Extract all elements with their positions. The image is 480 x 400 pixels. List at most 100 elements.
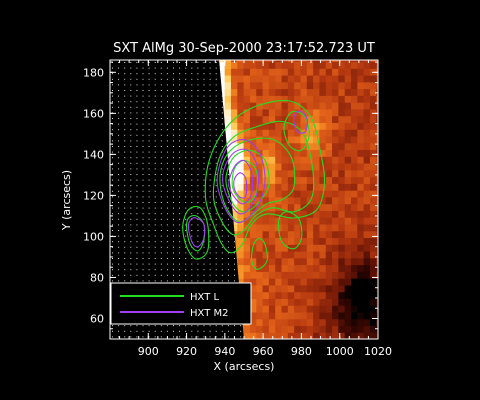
sxt-pixel-445 — [363, 230, 371, 239]
sxt-pixel-642 — [369, 183, 377, 191]
sxt-pixel-419 — [376, 237, 378, 245]
grid-dot-194 — [221, 106, 223, 108]
grid-dot-877 — [227, 280, 229, 282]
sxt-pixel-538 — [243, 203, 251, 211]
grid-dot-289 — [130, 134, 132, 136]
grid-dot-849 — [191, 274, 193, 276]
sxt-pixel-877 — [262, 122, 270, 130]
grid-dot-1052 — [221, 325, 223, 327]
grid-dot-354 — [124, 151, 126, 153]
sxt-pixel-23 — [351, 332, 358, 339]
grid-dot-491 — [154, 185, 156, 187]
grid-dot-745 — [227, 246, 229, 248]
grid-dot-772 — [124, 258, 126, 259]
grid-dot-817 — [130, 269, 132, 271]
sxt-pixel-483 — [249, 217, 257, 225]
grid-dot-362 — [173, 151, 174, 153]
grid-dot-529 — [118, 196, 120, 198]
grid-dot-819 — [142, 269, 144, 271]
sxt-pixel-654 — [268, 176, 276, 184]
sxt-pixel-326 — [319, 257, 327, 266]
grid-dot-859 — [118, 280, 120, 282]
sxt-pixel-800 — [306, 142, 314, 151]
sxt-pixel-1049 — [287, 81, 295, 90]
grid-dot-463 — [118, 179, 120, 181]
sxt-pixel-82 — [369, 318, 377, 327]
sxt-pixel-771 — [300, 149, 308, 157]
grid-dot-551 — [118, 202, 120, 203]
sxt-pixel-27 — [376, 332, 378, 339]
sxt-pixel-552 — [332, 203, 339, 211]
sxt-pixel-230 — [243, 278, 251, 286]
grid-dot-486 — [124, 185, 126, 187]
sxt-pixel-1061 — [363, 81, 371, 90]
sxt-pixel-104 — [332, 311, 339, 320]
grid-dot-716 — [185, 241, 187, 243]
sxt-pixel-467 — [325, 223, 333, 232]
contour-0-3 — [225, 149, 270, 213]
grid-dot-450 — [173, 174, 174, 175]
sxt-pixel-767 — [275, 149, 283, 157]
sxt-pixel-434 — [294, 230, 302, 239]
sxt-pixel-465 — [313, 223, 321, 232]
sxt-pixel-371 — [249, 244, 257, 252]
sxt-pixel-350 — [294, 250, 302, 259]
grid-dot-477 — [203, 179, 205, 181]
sxt-pixel-1028 — [332, 88, 339, 96]
grid-dot-663 — [130, 230, 132, 231]
sxt-pixel-735 — [249, 156, 257, 164]
grid-dot-293 — [154, 134, 156, 136]
grid-dot-767 — [227, 252, 229, 254]
grid-dot-847 — [179, 274, 181, 276]
sxt-pixel-934 — [268, 108, 276, 117]
grid-dot-708 — [136, 241, 138, 243]
x-tick-label-0: 900 — [138, 345, 159, 358]
sxt-pixel-212 — [306, 284, 314, 293]
sxt-pixel-436 — [306, 230, 314, 239]
grid-dot-301 — [203, 134, 205, 136]
grid-dot-315 — [154, 140, 156, 142]
sxt-pixel-125 — [287, 305, 295, 313]
sxt-pixel-1110 — [319, 68, 327, 76]
grid-dot-382 — [160, 157, 162, 159]
sxt-pixel-916 — [332, 115, 339, 123]
sxt-pixel-151 — [275, 298, 283, 306]
grid-dot-793 — [118, 263, 120, 265]
grid-dot-260 — [221, 123, 223, 125]
sxt-pixel-1004 — [357, 95, 365, 103]
sxt-pixel-132 — [332, 305, 339, 313]
grid-dot-799 — [154, 263, 156, 265]
sxt-pixel-836 — [357, 135, 365, 144]
grid-dot-53 — [166, 73, 168, 75]
sxt-pixel-689 — [313, 169, 321, 178]
sxt-pixel-468 — [332, 223, 339, 232]
sxt-pixel-131 — [325, 305, 333, 313]
sxt-pixel-802 — [319, 142, 327, 151]
grid-dot-764 — [209, 252, 211, 254]
grid-dot-73 — [154, 78, 156, 80]
sxt-pixel-1082 — [319, 74, 327, 83]
sxt-pixel-638 — [344, 183, 352, 191]
sxt-pixel-76 — [332, 318, 339, 327]
sxt-pixel-681 — [262, 169, 270, 178]
grid-dot-172 — [221, 101, 223, 103]
grid-dot-136 — [136, 95, 138, 97]
sxt-pixel-1143 — [351, 61, 358, 69]
sxt-pixel-376 — [281, 244, 289, 252]
sxt-pixel-69 — [287, 318, 295, 327]
sxt-pixel-335 — [376, 257, 378, 266]
sxt-pixel-123 — [275, 305, 283, 313]
sxt-pixel-221 — [363, 284, 371, 293]
sxt-pixel-749 — [338, 156, 346, 164]
sxt-pixel-260 — [256, 271, 264, 279]
sxt-pixel-777 — [338, 149, 346, 157]
grid-dot-512 — [148, 190, 150, 192]
sxt-pixel-161 — [338, 298, 346, 306]
sxt-pixel-188 — [332, 291, 339, 299]
sxt-pixel-987 — [249, 95, 257, 103]
sxt-pixel-699 — [376, 169, 378, 178]
sxt-pixel-315 — [249, 257, 257, 266]
sxt-pixel-1115 — [351, 68, 358, 76]
grid-dot-247 — [142, 123, 144, 125]
